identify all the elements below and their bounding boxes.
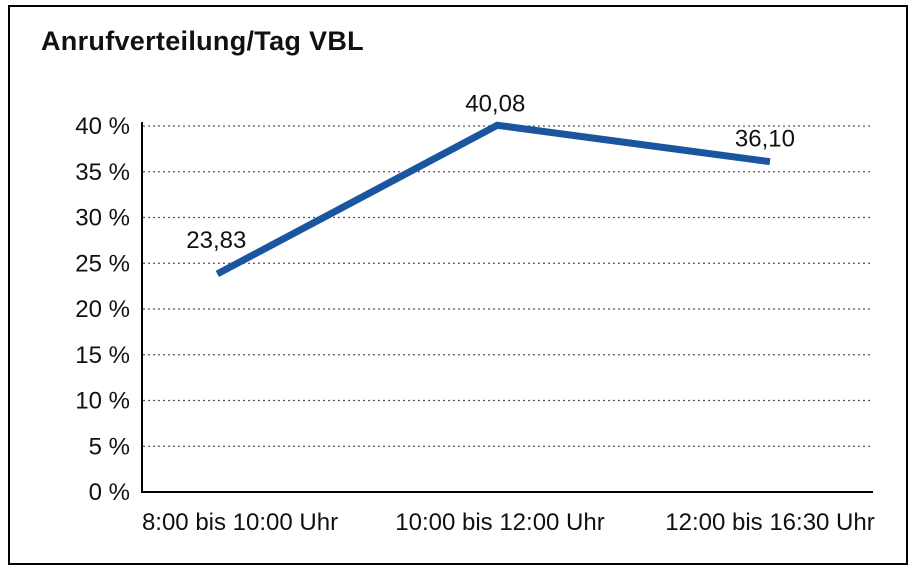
y-tick-label: 10 % <box>75 388 130 415</box>
y-tick-label: 40 % <box>75 113 130 140</box>
chart-frame <box>8 5 908 565</box>
y-tick-label: 0 % <box>89 479 130 506</box>
y-tick-label: 35 % <box>75 159 130 186</box>
y-tick-label: 30 % <box>75 205 130 232</box>
y-tick-label: 15 % <box>75 342 130 369</box>
data-point-label: 36,10 <box>735 126 795 153</box>
y-tick-label: 25 % <box>75 250 130 277</box>
data-line <box>215 121 771 278</box>
y-tick-label: 20 % <box>75 296 130 323</box>
data-point-label: 23,83 <box>186 227 246 254</box>
y-tick-label: 5 % <box>89 433 130 460</box>
x-category-label: 12:00 bis 16:30 Uhr <box>665 509 874 536</box>
chart-title: Anrufverteilung/Tag VBL <box>41 26 364 56</box>
x-category-label: 10:00 bis 12:00 Uhr <box>395 509 604 536</box>
data-point-label: 40,08 <box>465 90 525 117</box>
x-category-label: 8:00 bis 10:00 Uhr <box>142 509 338 536</box>
